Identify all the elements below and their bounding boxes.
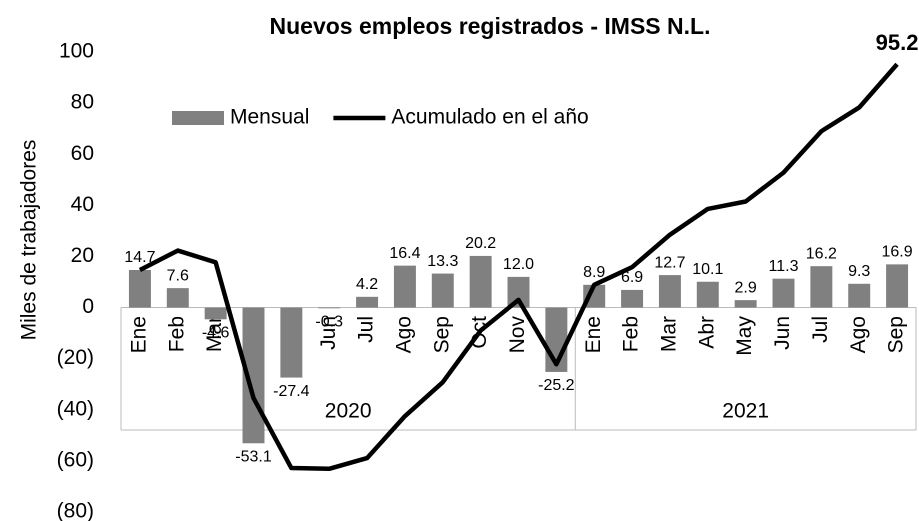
bar — [696, 281, 719, 308]
chart-title: Nuevos empleos registrados - IMSS N.L. — [270, 13, 711, 39]
data-label: 16.4 — [389, 245, 420, 262]
bar — [318, 307, 341, 309]
data-label: 10.1 — [692, 261, 723, 278]
x-tick-label: Ene — [582, 316, 605, 353]
y-tick-label: 20 — [71, 244, 94, 267]
data-label: 2.9 — [735, 279, 757, 296]
x-tick-label: Jun — [317, 316, 340, 350]
data-label: 95.2 — [876, 30, 919, 55]
bar — [621, 289, 644, 308]
x-tick-label: Jun — [771, 316, 794, 350]
data-label: 12.7 — [654, 254, 685, 271]
x-tick-label: Ene — [127, 316, 150, 353]
legend-label: Mensual — [230, 106, 309, 129]
bar — [469, 255, 492, 308]
bar — [772, 278, 795, 308]
data-label: 7.6 — [167, 267, 189, 284]
data-label: -27.4 — [273, 383, 310, 400]
data-label: -25.2 — [538, 377, 575, 394]
x-tick-label: Ago — [847, 316, 870, 353]
y-tick-label: (20) — [57, 346, 94, 369]
legend-swatch — [172, 111, 224, 125]
x-tick-label: Ago — [392, 316, 415, 353]
y-tick-label: 0 — [82, 295, 94, 318]
y-tick-label: 100 — [59, 40, 94, 63]
data-label: -53.1 — [235, 448, 272, 465]
bar — [507, 276, 530, 308]
data-label: 6.9 — [621, 269, 643, 286]
data-label: 16.9 — [882, 244, 913, 261]
bar — [204, 307, 227, 320]
data-label: 9.3 — [848, 263, 870, 280]
x-tick-label: Jul — [355, 316, 378, 343]
bar — [810, 266, 833, 308]
y-axis-label: Miles de trabajadores — [18, 140, 41, 341]
data-label: 14.7 — [124, 249, 155, 266]
x-tick-label: May — [733, 316, 756, 356]
group-label: 2021 — [722, 400, 769, 423]
data-label: 8.9 — [583, 264, 605, 281]
x-tick-label: Sep — [430, 316, 453, 353]
legend-label: Acumulado en el año — [391, 106, 588, 129]
group-label: 2020 — [325, 400, 372, 423]
bar — [658, 275, 681, 308]
data-label: 20.2 — [465, 235, 496, 252]
line — [138, 62, 899, 472]
bar — [431, 273, 454, 308]
x-tick-label: Mar — [203, 316, 226, 352]
y-tick-label: (40) — [57, 397, 94, 420]
data-label: 13.3 — [427, 253, 458, 270]
x-tick-label: Jul — [809, 316, 832, 343]
x-tick-label: Mar — [657, 316, 680, 352]
y-tick-label: 40 — [71, 193, 94, 216]
y-tick-label: 80 — [71, 91, 94, 114]
bar — [583, 284, 606, 308]
x-tick-label: Nov — [506, 316, 529, 354]
bar — [848, 283, 871, 308]
bar — [734, 300, 757, 308]
data-label: 16.2 — [806, 245, 837, 262]
x-tick-label: Sep — [885, 316, 908, 353]
bar — [128, 269, 151, 308]
x-tick-label: Abr — [695, 316, 718, 349]
data-label: 11.3 — [769, 258, 799, 275]
x-tick-label: Feb — [165, 316, 188, 352]
bar — [166, 288, 189, 308]
bar — [393, 265, 416, 308]
data-label: -4.6 — [202, 325, 230, 342]
data-label: -0.3 — [315, 314, 343, 331]
bar — [886, 264, 909, 308]
y-tick-label: 60 — [71, 142, 94, 165]
data-label: 12.0 — [503, 256, 534, 273]
data-label: 4.2 — [356, 276, 378, 293]
x-tick-label: Feb — [620, 316, 643, 352]
bar — [356, 296, 379, 308]
y-tick-label: (80) — [57, 500, 94, 521]
y-tick-label: (60) — [57, 448, 94, 471]
bar — [280, 307, 303, 378]
